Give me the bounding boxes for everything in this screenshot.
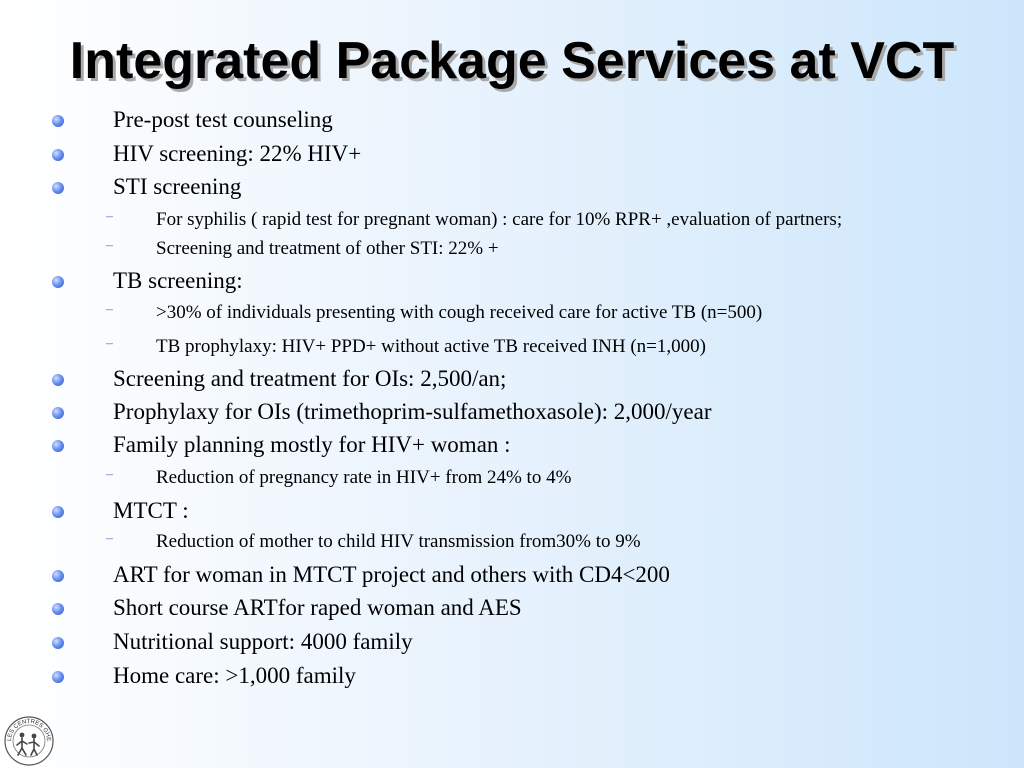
bullet-text: Pre-post test counseling bbox=[113, 107, 333, 132]
bullet-text: TB screening: bbox=[113, 268, 243, 293]
dash-icon: – bbox=[106, 209, 113, 224]
bullet-text: Family planning mostly for HIV+ woman : bbox=[113, 432, 511, 457]
bullet-text: Nutritional support: 4000 family bbox=[113, 629, 413, 654]
bullet-icon bbox=[52, 603, 64, 615]
dash-icon: – bbox=[106, 531, 113, 546]
bullet-text: MTCT : bbox=[113, 498, 189, 523]
sub-bullet-text: Reduction of mother to child HIV transmi… bbox=[156, 531, 641, 552]
bullet-icon bbox=[52, 374, 64, 386]
bullet-icon bbox=[52, 440, 64, 452]
bullet-text: Screening and treatment for OIs: 2,500/a… bbox=[113, 366, 507, 391]
dash-icon: – bbox=[106, 302, 113, 317]
sub-bullet-text: >30% of individuals presenting with coug… bbox=[156, 302, 763, 323]
gheskio-logo: LES CENTRES GHESKIO bbox=[2, 712, 54, 766]
sub-bullet-text: Screening and treatment of other STI: 22… bbox=[156, 238, 499, 259]
bullet-text: ART for woman in MTCT project and others… bbox=[113, 562, 670, 587]
slide-title: Integrated Package Services at VCT bbox=[69, 32, 955, 90]
bullet-text: Home care: >1,000 family bbox=[113, 663, 356, 688]
bullet-icon bbox=[52, 149, 64, 161]
bullet-text: Prophylaxy for OIs (trimethoprim-sulfame… bbox=[113, 399, 712, 424]
sub-bullet-text: TB prophylaxy: HIV+ PPD+ without active … bbox=[156, 336, 706, 357]
bullet-icon bbox=[52, 407, 64, 419]
sub-bullet-text: Reduction of pregnancy rate in HIV+ from… bbox=[156, 467, 572, 488]
bullet-text: HIV screening: 22% HIV+ bbox=[113, 141, 362, 166]
bullet-icon bbox=[52, 671, 64, 683]
bullet-icon bbox=[52, 182, 64, 194]
bullet-icon bbox=[52, 506, 64, 518]
bullet-icon bbox=[52, 637, 64, 649]
bullet-icon bbox=[52, 276, 64, 288]
dash-icon: – bbox=[106, 467, 113, 482]
bullet-text: STI screening bbox=[113, 174, 242, 199]
dash-icon: – bbox=[106, 238, 113, 253]
bullet-text: Short course ARTfor raped woman and AES bbox=[113, 595, 522, 620]
bullet-icon bbox=[52, 570, 64, 582]
dash-icon: – bbox=[106, 336, 113, 351]
sub-bullet-text: For syphilis ( rapid test for pregnant w… bbox=[156, 209, 843, 230]
bullet-icon bbox=[52, 115, 64, 127]
